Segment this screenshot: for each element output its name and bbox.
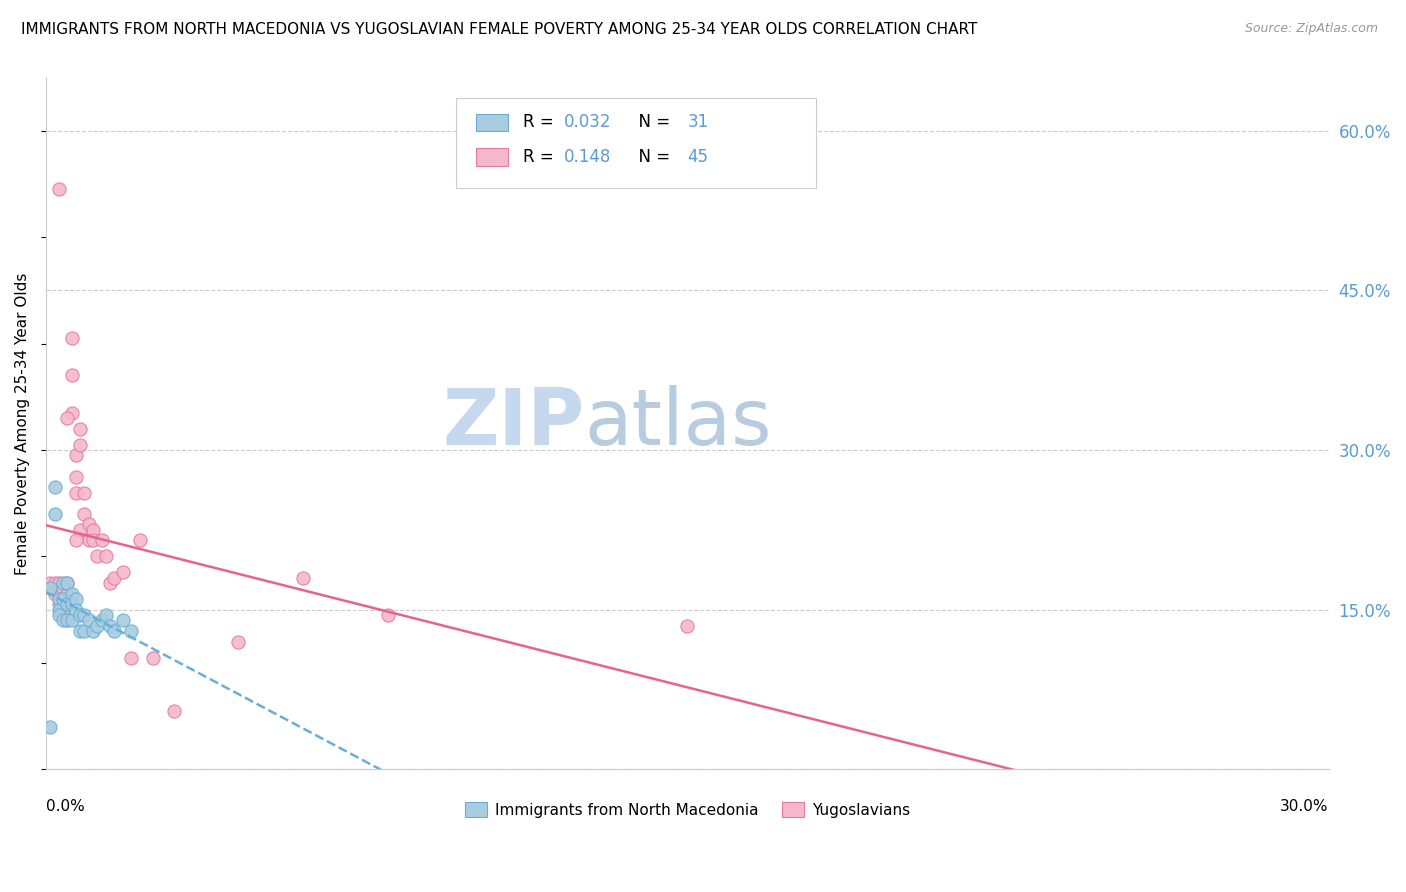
Point (65, 602, 87, 616)
Point (94, 607, 117, 622)
Point (103, 571, 125, 585)
Point (86, 618, 108, 632)
Point (65, 485, 87, 500)
FancyBboxPatch shape (457, 98, 815, 188)
Point (103, 624, 125, 638)
Point (94, 549, 117, 564)
Point (48, 576, 70, 591)
Text: Source: ZipAtlas.com: Source: ZipAtlas.com (1244, 22, 1378, 36)
Point (77, 613, 100, 627)
Point (121, 624, 143, 638)
Point (77, 533, 100, 548)
Point (48, 597, 70, 611)
Point (56, 587, 79, 601)
Point (44, 576, 66, 591)
Text: R =: R = (523, 113, 560, 131)
Point (65, 592, 87, 607)
Point (65, 469, 87, 483)
Point (48, 587, 70, 601)
Point (73, 624, 96, 638)
Point (82, 523, 104, 537)
Text: 30.0%: 30.0% (1281, 799, 1329, 814)
Point (69, 607, 91, 622)
Text: R =: R = (523, 148, 560, 166)
Point (60, 613, 83, 627)
Point (52, 576, 75, 591)
Point (52, 582, 75, 596)
Point (142, 650, 165, 665)
Point (44, 507, 66, 521)
Point (60, 597, 83, 611)
Point (39, 576, 62, 591)
Point (48, 182, 70, 196)
Point (56, 597, 79, 611)
Point (129, 533, 152, 548)
Point (111, 613, 134, 627)
FancyBboxPatch shape (475, 114, 508, 131)
Point (90, 613, 112, 627)
Text: 0.0%: 0.0% (46, 799, 84, 814)
Point (60, 587, 83, 601)
Point (44, 480, 66, 494)
Point (60, 368, 83, 383)
Point (56, 613, 79, 627)
Point (163, 704, 186, 718)
Point (82, 533, 104, 548)
Point (56, 613, 79, 627)
Point (69, 437, 91, 451)
Text: 45: 45 (688, 148, 709, 166)
Point (39, 582, 62, 596)
Point (56, 597, 79, 611)
Point (48, 607, 70, 622)
Point (60, 406, 83, 420)
Text: N =: N = (628, 148, 676, 166)
Point (69, 523, 91, 537)
Point (228, 634, 250, 648)
Point (52, 592, 75, 607)
Point (291, 571, 314, 585)
Point (69, 624, 91, 638)
Point (98, 618, 121, 632)
Point (44, 587, 66, 601)
Legend: Immigrants from North Macedonia, Yugoslavians: Immigrants from North Macedonia, Yugosla… (458, 796, 917, 824)
Point (56, 411, 79, 425)
Point (52, 613, 75, 627)
Point (56, 576, 79, 591)
Point (676, 618, 699, 632)
FancyBboxPatch shape (475, 148, 508, 166)
Point (121, 650, 143, 665)
Point (82, 624, 104, 638)
Point (98, 576, 121, 591)
Text: 0.148: 0.148 (564, 148, 612, 166)
Text: 0.032: 0.032 (564, 113, 612, 131)
Text: IMMIGRANTS FROM NORTH MACEDONIA VS YUGOSLAVIAN FEMALE POVERTY AMONG 25-34 YEAR O: IMMIGRANTS FROM NORTH MACEDONIA VS YUGOS… (21, 22, 977, 37)
Text: atlas: atlas (585, 385, 772, 461)
Point (90, 533, 112, 548)
Point (60, 331, 83, 345)
Text: N =: N = (628, 113, 676, 131)
Point (77, 517, 100, 532)
Point (65, 533, 87, 548)
Text: 31: 31 (688, 113, 709, 131)
Y-axis label: Female Poverty Among 25-34 Year Olds: Female Poverty Among 25-34 Year Olds (15, 272, 30, 574)
Text: ZIP: ZIP (443, 385, 585, 461)
Point (73, 507, 96, 521)
Point (69, 422, 91, 436)
Point (56, 576, 79, 591)
Point (377, 607, 399, 622)
Point (39, 720, 62, 734)
Point (52, 592, 75, 607)
Point (65, 448, 87, 462)
Point (48, 602, 70, 616)
Point (48, 592, 70, 607)
Point (111, 566, 134, 580)
Point (52, 602, 75, 616)
Point (86, 549, 108, 564)
Point (73, 607, 96, 622)
Point (73, 485, 96, 500)
